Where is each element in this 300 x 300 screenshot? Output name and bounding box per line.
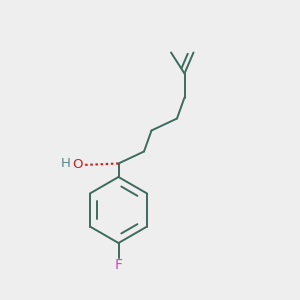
Text: F: F <box>115 258 122 272</box>
Text: O: O <box>72 158 83 171</box>
Text: H: H <box>61 157 70 170</box>
